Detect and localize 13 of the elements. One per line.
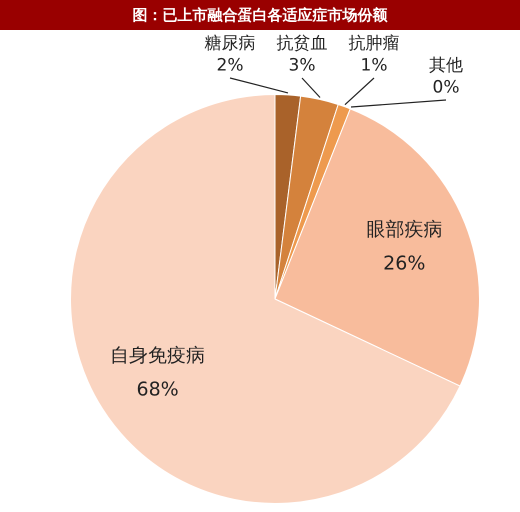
data-label: 26% (383, 252, 426, 275)
category-label: 其他 (429, 55, 463, 76)
slice-label: 自身免疫病 (110, 344, 206, 366)
slice-label: 抗肿瘤 (348, 33, 400, 54)
slice-label: 糖尿病 (204, 33, 256, 54)
data-label: 3% (288, 55, 316, 76)
slice-label: 抗贫血 (276, 33, 328, 54)
data-label: 1% (360, 55, 388, 76)
slice-label: 眼部疾病 (366, 218, 442, 241)
text: 0% (432, 77, 460, 98)
data-label: 2% (216, 55, 244, 76)
chart-title: 图：已上市融合蛋白各适应症市场份额 (0, 0, 520, 30)
data-label: 68% (136, 378, 179, 400)
